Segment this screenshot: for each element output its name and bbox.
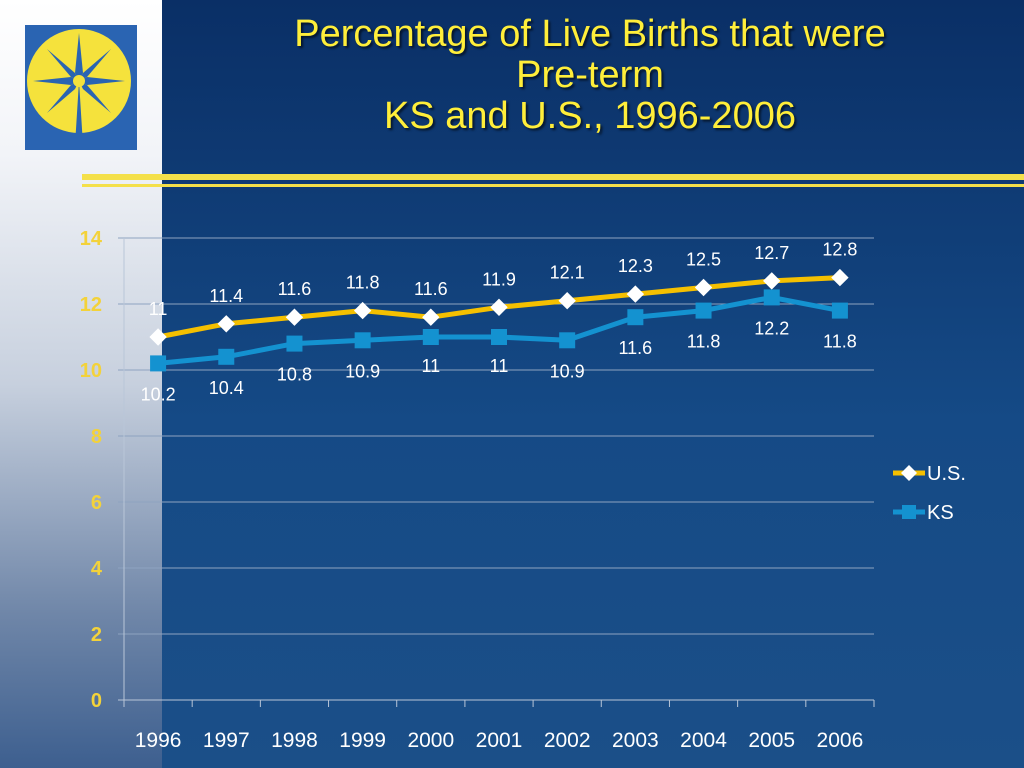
title-line-2: Pre-term [516,54,664,96]
logo [25,25,137,150]
data-point-ks [354,332,371,349]
data-point-us [149,328,167,346]
y-tick-label: 4 [91,558,103,580]
data-point-us [694,278,713,297]
x-tick-label: 2004 [680,729,727,752]
legend-marker-ks [902,505,916,519]
slide-title: Percentage of Live Births that were Pre-… [170,14,1010,137]
y-tick-label: 10 [80,360,102,382]
x-tick-label: 1996 [135,729,182,752]
y-tick-label: 6 [91,492,102,514]
data-label-us: 12.7 [754,243,789,263]
title-rule-thick [82,174,1024,180]
data-point-us [558,291,576,310]
data-label-ks: 12.2 [754,318,789,338]
title-line-3: KS and U.S., 1996-2006 [384,95,796,137]
data-point-ks [286,335,303,352]
x-tick-label: 2002 [544,729,591,752]
y-tick-label: 2 [91,624,102,646]
x-tick-label: 1999 [339,729,386,752]
data-label-us: 11.4 [209,286,243,306]
legend-label-ks: KS [927,502,954,524]
data-label-ks: 11 [490,356,509,376]
data-label-ks: 11 [421,356,440,376]
data-label-ks: 11.8 [687,332,721,352]
data-label-ks: 11.8 [823,332,857,352]
data-point-ks [559,332,576,349]
legend-label-us: U.S. [927,463,966,485]
data-label-ks: 10.4 [209,378,244,398]
x-tick-label: 2000 [407,729,454,752]
x-tick-label: 2006 [817,729,864,752]
data-point-ks [763,289,780,306]
data-label-us: 11.8 [346,273,380,293]
data-label-us: 12.1 [550,263,585,283]
x-tick-label: 2001 [476,729,523,752]
x-tick-label: 2003 [612,729,659,752]
legend-marker-us [901,465,917,481]
data-label-ks: 10.2 [141,384,176,404]
data-point-us [285,308,304,326]
data-point-us [217,315,235,333]
data-point-ks [422,329,439,345]
data-label-us: 11.6 [414,279,448,299]
x-tick-label: 1997 [203,729,250,752]
data-label-us: 11.9 [482,269,516,289]
data-point-ks [695,302,712,319]
x-tick-label: 1998 [271,729,318,752]
data-label-us: 11 [149,299,168,319]
data-point-us [763,272,781,290]
y-tick-label: 14 [80,228,103,250]
data-point-us [422,308,440,326]
y-tick-label: 8 [91,426,102,448]
data-point-us [490,298,508,317]
data-label-ks: 10.8 [277,365,312,385]
data-point-ks [218,348,235,365]
y-tick-label: 12 [80,294,102,316]
data-label-ks: 10.9 [345,361,380,381]
data-label-us: 11.6 [278,279,312,299]
data-label-us: 12.3 [618,256,653,276]
data-point-ks [627,309,644,326]
title-line-1: Percentage of Live Births that were [294,13,886,55]
data-point-us [831,268,849,287]
star-compass-icon [27,29,131,145]
data-label-us: 12.5 [686,250,721,270]
data-label-ks: 11.6 [619,338,653,358]
data-point-ks [831,302,848,319]
title-rule-thin [82,184,1024,187]
data-label-ks: 10.9 [550,361,585,381]
data-label-us: 12.8 [822,240,857,260]
data-point-us [626,285,645,303]
y-tick-label: 0 [91,690,102,712]
x-tick-label: 2005 [748,729,795,752]
data-point-us [353,301,372,320]
data-point-ks [150,355,167,372]
data-point-ks [491,329,507,345]
